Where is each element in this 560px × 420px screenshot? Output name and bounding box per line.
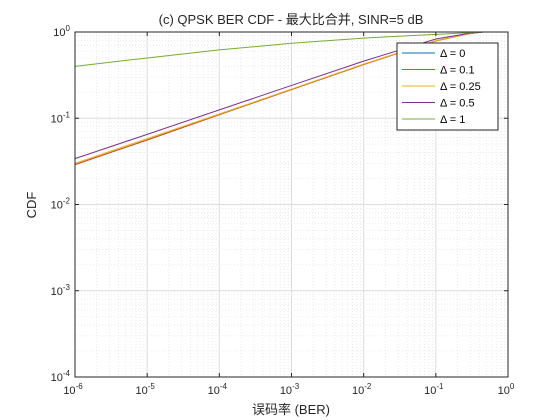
y-tick-label: 10-4	[51, 369, 71, 384]
x-tick-label: 10-5	[135, 382, 155, 397]
legend: Δ = 0 Δ = 0.1 Δ = 0.25 Δ = 0.5 Δ = 1	[396, 42, 499, 131]
series-line-2	[74, 31, 484, 164]
legend-label-2: Δ = 0.25	[440, 81, 481, 93]
y-axis-title: CDF	[24, 192, 39, 219]
x-tick-label: 10-3	[280, 382, 300, 397]
x-tick-label: 10-6	[63, 382, 83, 397]
series-lines	[74, 31, 484, 166]
legend-label-4: Δ = 1	[440, 114, 465, 126]
y-tick-label: 10-2	[51, 197, 71, 212]
y-tick-label: 10-1	[51, 110, 71, 125]
legend-label-1: Δ = 0.1	[440, 65, 475, 77]
legend-label-3: Δ = 0.5	[440, 98, 475, 110]
y-tick-label: 10-3	[51, 283, 71, 298]
series-line-4	[74, 31, 483, 67]
x-tick-label: 10-4	[208, 382, 228, 397]
x-tick-label: 100	[498, 382, 515, 397]
x-tick-label: 10-2	[352, 382, 372, 397]
x-axis-title: 误码率 (BER)	[252, 402, 330, 417]
ticks: 10-6 10-5 10-4 10-3 10-2 10-1 100 10-4 10-3 10-2 1…	[51, 24, 515, 397]
x-tick-label: 10-1	[424, 382, 444, 397]
legend-label-0: Δ = 0	[440, 48, 465, 60]
chart-title: (c) QPSK BER CDF - 最大比合并, SINR=5 dB	[159, 12, 424, 27]
y-tick-label: 100	[53, 24, 70, 39]
series-line-3	[74, 31, 484, 160]
